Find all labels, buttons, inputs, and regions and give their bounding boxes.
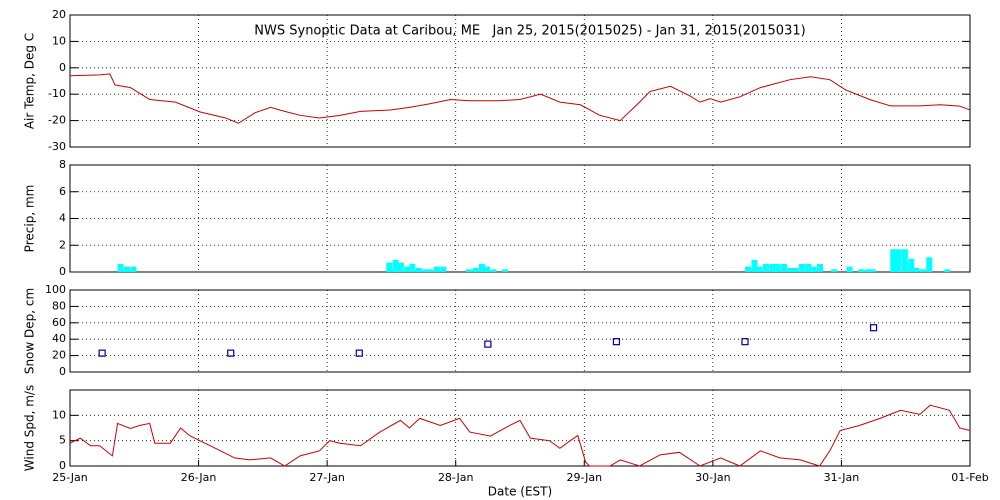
bar xyxy=(919,269,926,272)
point xyxy=(741,338,749,346)
point xyxy=(612,338,621,346)
y-axis-label: Air Temp, Deg C xyxy=(23,33,37,129)
y-axis-label: Precip, mm xyxy=(23,185,37,253)
y-tick-label: 0 xyxy=(59,365,66,378)
bar xyxy=(397,262,404,272)
bar xyxy=(415,267,422,272)
bar xyxy=(799,263,805,272)
bar xyxy=(745,266,751,272)
bar xyxy=(901,249,908,272)
bar xyxy=(810,266,817,272)
bar xyxy=(781,263,787,272)
plot-frame xyxy=(69,164,971,273)
y-tick-label: 5 xyxy=(59,434,66,447)
bar xyxy=(386,262,393,272)
y-tick-label: 80 xyxy=(52,299,66,312)
bar xyxy=(858,269,865,272)
y-axis-label: Wind Spd, m/s xyxy=(23,385,37,471)
bar xyxy=(908,258,915,272)
x-tick-label: 29-Jan xyxy=(567,471,603,484)
chart-title: NWS Synoptic Data at Caribou, ME Jan 25,… xyxy=(254,24,805,39)
bar xyxy=(817,263,823,272)
bar xyxy=(490,269,497,272)
y-tick-label: 0 xyxy=(59,265,66,278)
bar xyxy=(869,269,876,272)
point xyxy=(355,349,363,357)
y-tick-label: 0 xyxy=(59,61,66,74)
line xyxy=(69,73,971,124)
bar xyxy=(831,269,838,272)
y-tick-label: 10 xyxy=(52,408,66,421)
y-tick-label: 8 xyxy=(59,158,66,171)
x-tick-label: 26-Jan xyxy=(181,471,217,484)
bar xyxy=(944,269,951,272)
bar xyxy=(895,249,902,272)
bar xyxy=(130,266,137,272)
x-tick-label: 25-Jan xyxy=(52,471,88,484)
y-tick-label: 4 xyxy=(59,212,66,225)
x-tick-label: 31-Jan xyxy=(824,471,860,484)
bar xyxy=(392,259,399,272)
point xyxy=(484,340,492,348)
bar xyxy=(787,267,794,272)
bar xyxy=(864,269,871,272)
bar xyxy=(124,266,130,272)
bar xyxy=(774,263,781,272)
y-tick-label: -20 xyxy=(48,114,66,127)
bar xyxy=(422,269,429,272)
bar xyxy=(890,249,897,272)
bar xyxy=(751,259,758,272)
bar xyxy=(926,257,933,272)
line xyxy=(69,404,971,467)
bar xyxy=(484,266,490,272)
x-axis-label: Date (EST) xyxy=(488,485,552,499)
bar xyxy=(502,269,508,272)
bar xyxy=(466,269,472,272)
x-tick-label: 28-Jan xyxy=(438,471,474,484)
plot-frame xyxy=(69,389,971,467)
bar xyxy=(404,266,411,272)
bar xyxy=(433,266,440,272)
y-tick-label: 10 xyxy=(52,34,66,47)
y-tick-label: 20 xyxy=(52,349,66,362)
bar xyxy=(478,263,485,272)
point xyxy=(869,324,878,332)
y-tick-label: -30 xyxy=(48,140,66,153)
bar xyxy=(769,263,776,272)
bar xyxy=(409,263,416,272)
y-tick-label: 0 xyxy=(59,459,66,472)
y-tick-label: 40 xyxy=(52,332,66,345)
bar xyxy=(913,267,920,272)
point xyxy=(98,349,106,357)
x-tick-label: 01-Feb xyxy=(951,471,988,484)
y-tick-label: 20 xyxy=(52,8,66,21)
bar xyxy=(427,269,434,272)
y-tick-label: 60 xyxy=(52,316,66,329)
y-tick-label: 2 xyxy=(59,238,66,251)
y-tick-label: -10 xyxy=(48,87,66,100)
point xyxy=(227,349,235,357)
y-axis-label: Snow Dep, cm xyxy=(23,288,37,374)
bar xyxy=(472,267,479,272)
y-tick-label: 100 xyxy=(45,283,66,296)
bar xyxy=(440,266,447,272)
plot-frame xyxy=(69,14,971,148)
bar xyxy=(756,266,763,272)
bar xyxy=(846,266,853,272)
bar xyxy=(792,267,799,272)
bar xyxy=(805,263,812,272)
x-tick-label: 27-Jan xyxy=(309,471,345,484)
plot-frame xyxy=(69,289,971,373)
x-tick-label: 30-Jan xyxy=(695,471,731,484)
bar xyxy=(763,263,769,272)
bar xyxy=(117,263,124,272)
y-tick-label: 6 xyxy=(59,185,66,198)
